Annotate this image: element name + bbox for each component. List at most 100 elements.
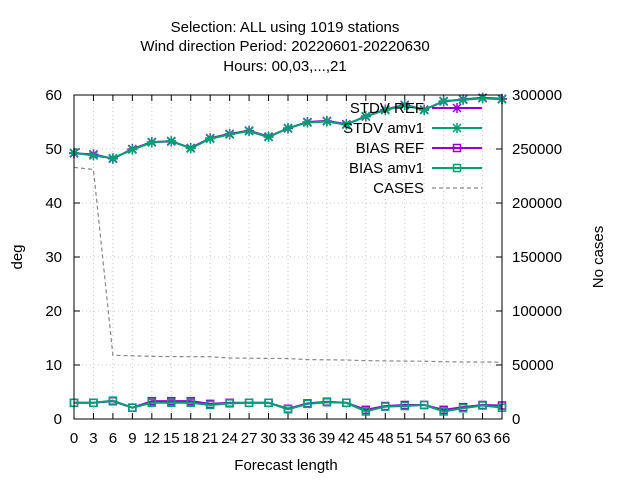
data-point: [108, 396, 118, 405]
grid-lines: [73, 94, 503, 420]
x-axis-label: Forecast length: [234, 457, 337, 474]
data-point: [264, 398, 273, 408]
y2-tick-label: 250000: [512, 141, 562, 158]
x-tick-label: 24: [221, 430, 238, 447]
x-tick-label: 60: [455, 430, 472, 447]
legend-label: STDV REF: [350, 100, 424, 117]
data-point: [321, 116, 332, 127]
series-cases: [73, 166, 503, 363]
series-bias-amv1: [69, 396, 507, 416]
x-tick-label: 57: [435, 430, 452, 447]
x-tick-label: 42: [338, 430, 355, 447]
x-tick-label: 30: [260, 430, 277, 447]
x-tick-label: 36: [299, 430, 316, 447]
x-tick-label: 51: [396, 430, 413, 447]
legend-label: BIAS REF: [356, 140, 424, 157]
y-tick-label: 40: [45, 195, 62, 212]
y-tick-label: 0: [54, 411, 62, 428]
data-point: [89, 398, 98, 408]
series-line: [74, 399, 503, 413]
data-point: [167, 398, 176, 408]
data-point: [283, 405, 293, 414]
title-line-1: Selection: ALL using 1019 stations: [171, 19, 400, 36]
y-tick-labels: 0 10 20 30 40 50 60: [45, 87, 62, 428]
x-tick-labels: 0 3 6 9 12 15 18 21 24 27 30 33 36 39 42 45 48 51 54 57 60 63…: [70, 430, 511, 447]
legend-marker: [452, 143, 462, 153]
legend-marker: [452, 163, 462, 173]
y2-tick-label: 300000: [512, 87, 562, 104]
x-tick-label: 0: [70, 430, 78, 447]
data-point: [419, 105, 430, 116]
x-tick-label: 48: [377, 430, 394, 447]
y-tick-label: 20: [45, 303, 62, 320]
data-point: [205, 133, 216, 144]
data-point: [342, 398, 351, 408]
series-line: [73, 166, 503, 363]
y-tick-label: 50: [45, 141, 62, 158]
data-point: [381, 402, 390, 411]
data-point: [107, 153, 118, 164]
x-tick-label: 12: [143, 430, 160, 447]
data-point: [88, 150, 99, 161]
y-tick-label: 10: [45, 357, 62, 374]
data-point: [419, 400, 429, 410]
data-point: [283, 122, 293, 133]
data-point: [147, 398, 157, 408]
data-point: [128, 403, 137, 412]
y2-tick-labels: 0 50000 100000 150000 200000 250000 300000: [512, 87, 562, 428]
data-point: [185, 143, 196, 154]
x-tick-label: 15: [163, 430, 180, 447]
x-tick-label: 54: [416, 430, 433, 447]
plot-frame: [73, 94, 503, 420]
y2-tick-label: 0: [512, 411, 520, 428]
y-tick-label: 30: [45, 249, 62, 266]
data-point: [439, 407, 448, 416]
data-point: [360, 111, 371, 122]
data-point: [127, 144, 138, 155]
data-point: [225, 399, 234, 408]
data-point: [400, 401, 409, 411]
data-point: [303, 399, 312, 409]
data-point: [458, 94, 469, 105]
x-tick-label: 18: [182, 430, 199, 447]
legend: STDV REF STDV amv1 BIAS REF BIAS amv1 CASES: [343, 100, 482, 197]
data-point: [244, 126, 255, 137]
y2-tick-label: 150000: [512, 249, 562, 266]
plot-series: [69, 92, 507, 416]
data-point: [244, 398, 254, 408]
data-point: [341, 119, 352, 130]
title-line-2: Wind direction Period: 20220601-20220630: [140, 38, 429, 55]
data-point: [146, 137, 157, 148]
legend-label: CASES: [373, 180, 424, 197]
x-tick-label: 27: [241, 430, 258, 447]
data-point: [458, 403, 468, 413]
y2-tick-label: 100000: [512, 303, 562, 320]
x-tick-label: 21: [202, 430, 219, 447]
data-point: [205, 400, 215, 410]
data-point: [263, 132, 274, 143]
data-point: [478, 401, 487, 410]
data-point: [438, 95, 449, 106]
title-line-3: Hours: 00,03,...,21: [223, 58, 346, 75]
data-point: [380, 105, 391, 116]
x-tick-label: 9: [128, 430, 136, 447]
data-point: [186, 398, 195, 408]
data-point: [224, 129, 235, 140]
x-tick-label: 66: [494, 430, 511, 447]
x-tick-label: 39: [319, 430, 336, 447]
x-tick-label: 63: [474, 430, 491, 447]
legend-label: STDV amv1: [343, 120, 424, 137]
data-point: [322, 398, 332, 407]
y2-axis-label: No cases: [590, 226, 607, 289]
y-axis-label: deg: [9, 244, 26, 269]
legend-marker: [452, 103, 462, 113]
data-point: [361, 407, 371, 416]
x-tick-label: 3: [89, 430, 97, 447]
data-point: [302, 117, 313, 128]
y2-tick-label: 50000: [512, 357, 554, 374]
legend-label: BIAS amv1: [349, 160, 424, 177]
x-tick-label: 45: [357, 430, 374, 447]
data-point: [399, 100, 410, 111]
chart-title: Selection: ALL using 1019 stations Wind …: [140, 19, 429, 75]
